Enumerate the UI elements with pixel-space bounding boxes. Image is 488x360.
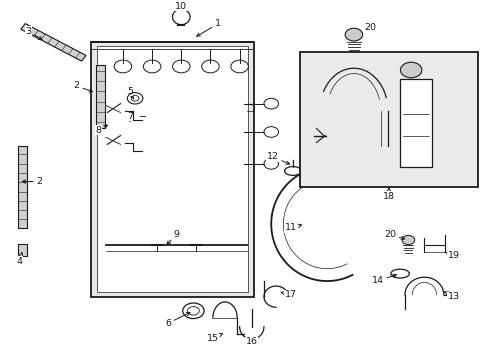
- Text: 16: 16: [245, 337, 257, 346]
- Text: 12: 12: [266, 152, 289, 164]
- Polygon shape: [97, 46, 248, 292]
- Bar: [300, 52, 477, 187]
- Polygon shape: [19, 146, 27, 228]
- Text: 17: 17: [281, 291, 296, 300]
- Text: 19: 19: [446, 251, 459, 260]
- Text: 21: 21: [415, 66, 451, 79]
- Text: 4: 4: [17, 253, 23, 266]
- Circle shape: [400, 62, 421, 78]
- Polygon shape: [19, 243, 27, 256]
- Text: 1: 1: [196, 19, 220, 36]
- Text: 14: 14: [371, 274, 396, 285]
- Text: 8: 8: [96, 125, 107, 135]
- Polygon shape: [96, 65, 105, 129]
- Polygon shape: [21, 23, 86, 61]
- Text: 2: 2: [74, 81, 92, 92]
- Text: 15: 15: [206, 333, 222, 343]
- Text: 3: 3: [25, 27, 42, 40]
- Text: 20: 20: [357, 23, 375, 33]
- Text: 2: 2: [22, 177, 42, 186]
- Text: 23: 23: [307, 147, 319, 159]
- Text: 5: 5: [127, 87, 133, 99]
- Circle shape: [401, 235, 414, 244]
- Bar: [399, 79, 431, 167]
- Text: 22: 22: [343, 112, 354, 121]
- Text: 10: 10: [175, 2, 187, 11]
- Text: 6: 6: [165, 312, 190, 328]
- Text: 18: 18: [382, 188, 394, 201]
- Text: 7: 7: [127, 112, 133, 121]
- Text: 11: 11: [284, 223, 301, 232]
- Polygon shape: [91, 42, 254, 297]
- Text: 13: 13: [444, 292, 459, 301]
- Circle shape: [345, 28, 362, 41]
- Text: 20: 20: [384, 230, 404, 239]
- Text: 9: 9: [166, 230, 179, 244]
